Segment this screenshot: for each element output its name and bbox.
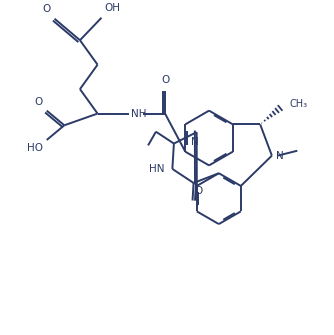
- Text: OH: OH: [105, 3, 121, 13]
- Text: O: O: [34, 97, 43, 107]
- Text: HO: HO: [27, 143, 43, 153]
- Text: N: N: [276, 151, 284, 160]
- Text: N: N: [191, 137, 198, 147]
- Text: CH₃: CH₃: [290, 99, 308, 109]
- Text: O: O: [194, 186, 203, 196]
- Text: O: O: [42, 4, 51, 14]
- Text: O: O: [161, 75, 169, 85]
- Text: NH: NH: [131, 109, 146, 119]
- Text: HN: HN: [149, 164, 165, 174]
